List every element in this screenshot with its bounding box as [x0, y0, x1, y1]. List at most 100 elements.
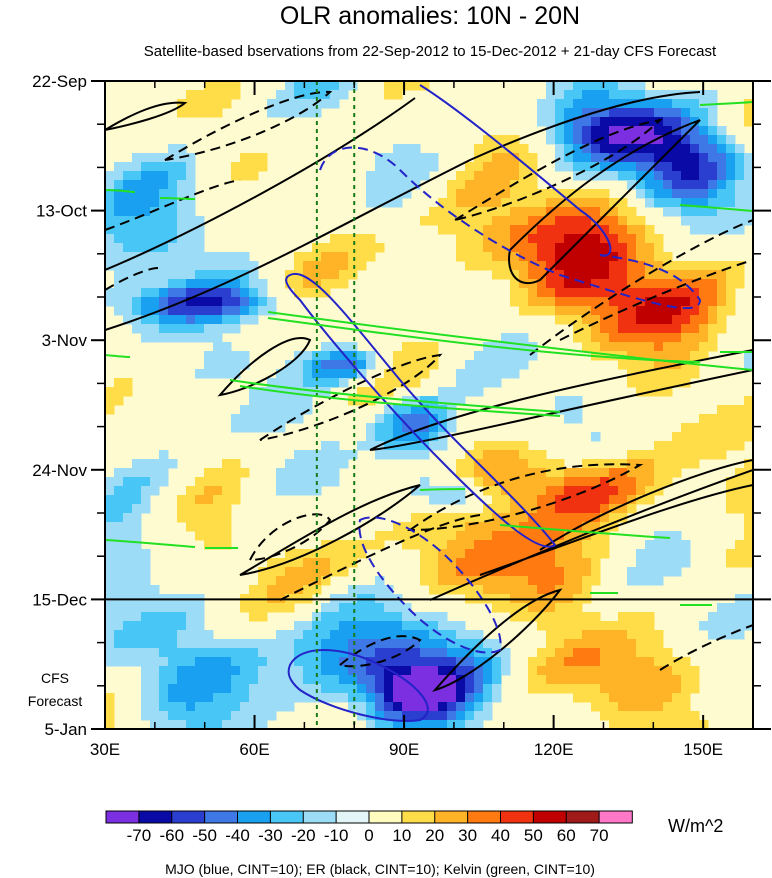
olr-shading-cell [393, 693, 403, 703]
olr-shading-cell [105, 702, 115, 712]
olr-shading-cell [654, 657, 664, 667]
olr-shading-cell [717, 171, 727, 181]
olr-shading-cell [141, 639, 151, 649]
olr-shading-cell [726, 495, 736, 505]
olr-shading-cell [474, 378, 484, 388]
olr-shading-cell [330, 549, 340, 559]
olr-shading-cell [519, 342, 529, 352]
olr-shading-cell [591, 432, 601, 442]
olr-shading-cell [240, 351, 250, 361]
olr-shading-cell [249, 585, 259, 595]
olr-shading-cell [636, 351, 646, 361]
olr-shading-cell [663, 315, 673, 325]
olr-shading-cell [123, 612, 133, 622]
olr-shading-cell [573, 225, 583, 235]
olr-shading-cell [573, 657, 583, 667]
olr-shading-cell [501, 495, 511, 505]
colorbar-level-label: 10 [392, 826, 411, 845]
olr-shading-cell [177, 333, 187, 343]
olr-shading-cell [645, 117, 655, 127]
olr-shading-cell [546, 297, 556, 307]
olr-shading-cell [402, 450, 412, 460]
olr-shading-cell [564, 414, 574, 424]
olr-shading-cell [573, 117, 583, 127]
olr-shading-cell [663, 144, 673, 154]
olr-shading-cell [744, 477, 753, 487]
olr-shading-cell [600, 657, 610, 667]
olr-shading-cell [735, 270, 745, 280]
olr-shading-cell [258, 603, 268, 613]
olr-shading-cell [699, 414, 709, 424]
olr-shading-cell [744, 162, 753, 172]
olr-shading-cell [384, 81, 394, 91]
olr-shading-cell [519, 576, 529, 586]
olr-shading-cell [222, 702, 232, 712]
olr-shading-cell [528, 540, 538, 550]
olr-shading-cell [681, 144, 691, 154]
olr-shading-cell [402, 675, 412, 685]
olr-shading-cell [213, 540, 223, 550]
olr-shading-cell [609, 306, 619, 316]
olr-shading-cell [204, 486, 214, 496]
olr-shading-cell [474, 387, 484, 397]
olr-shading-cell [528, 576, 538, 586]
olr-shading-cell [141, 684, 151, 694]
olr-shading-cell [204, 666, 214, 676]
kelvin-contour [419, 488, 466, 491]
olr-shading-cell [105, 648, 115, 658]
olr-shading-cell [294, 288, 304, 298]
olr-shading-cell [195, 369, 205, 379]
olr-shading-cell [663, 108, 673, 118]
olr-shading-cell [348, 612, 358, 622]
olr-shading-cell [285, 630, 295, 640]
olr-shading-cell [699, 351, 709, 361]
olr-shading-cell [744, 486, 753, 496]
olr-shading-cell [411, 630, 421, 640]
olr-shading-cell [600, 702, 610, 712]
olr-shading-cell [618, 648, 628, 658]
olr-shading-cell [366, 612, 376, 622]
olr-shading-cell [276, 639, 286, 649]
olr-shading-cell [483, 459, 493, 469]
olr-shading-cell [519, 450, 529, 460]
olr-shading-cell [708, 144, 718, 154]
olr-shading-cell [249, 387, 259, 397]
olr-shading-cell [186, 198, 196, 208]
olr-shading-cell [105, 603, 115, 613]
olr-shading-cell [330, 270, 340, 280]
olr-shading-cell [456, 540, 466, 550]
olr-shading-cell [105, 180, 115, 190]
olr-shading-cell [582, 612, 592, 622]
olr-shading-cell [564, 684, 574, 694]
olr-shading-cell [645, 360, 655, 370]
olr-shading-cell [636, 612, 646, 622]
olr-shading-cell [339, 639, 349, 649]
olr-shading-cell [222, 657, 232, 667]
olr-shading-cell [276, 369, 286, 379]
olr-shading-cell [645, 558, 655, 568]
olr-shading-cell [654, 531, 664, 541]
olr-shading-cell [366, 630, 376, 640]
olr-shading-cell [177, 198, 187, 208]
olr-shading-cell [672, 351, 682, 361]
olr-shading-cell [645, 693, 655, 703]
olr-shading-cell [303, 252, 313, 262]
colorbar-level-label: -40 [225, 826, 250, 845]
olr-shading-cell [492, 243, 502, 253]
olr-shading-cell [402, 144, 412, 154]
olr-shading-cell [429, 549, 439, 559]
olr-shading-cell [168, 270, 178, 280]
olr-shading-cell [636, 144, 646, 154]
olr-shading-cell [123, 657, 133, 667]
olr-shading-cell [456, 675, 466, 685]
er-negative-contour [164, 90, 333, 161]
olr-shading-cell [294, 639, 304, 649]
olr-shading-cell [420, 567, 430, 577]
olr-shading-cell [708, 180, 718, 190]
olr-shading-cell [348, 540, 358, 550]
olr-shading-cell [213, 522, 223, 532]
x-tick-label: 60E [239, 740, 269, 759]
olr-shading-cell [501, 522, 511, 532]
olr-shading-cell [735, 486, 745, 496]
olr-shading-cell [375, 432, 385, 442]
